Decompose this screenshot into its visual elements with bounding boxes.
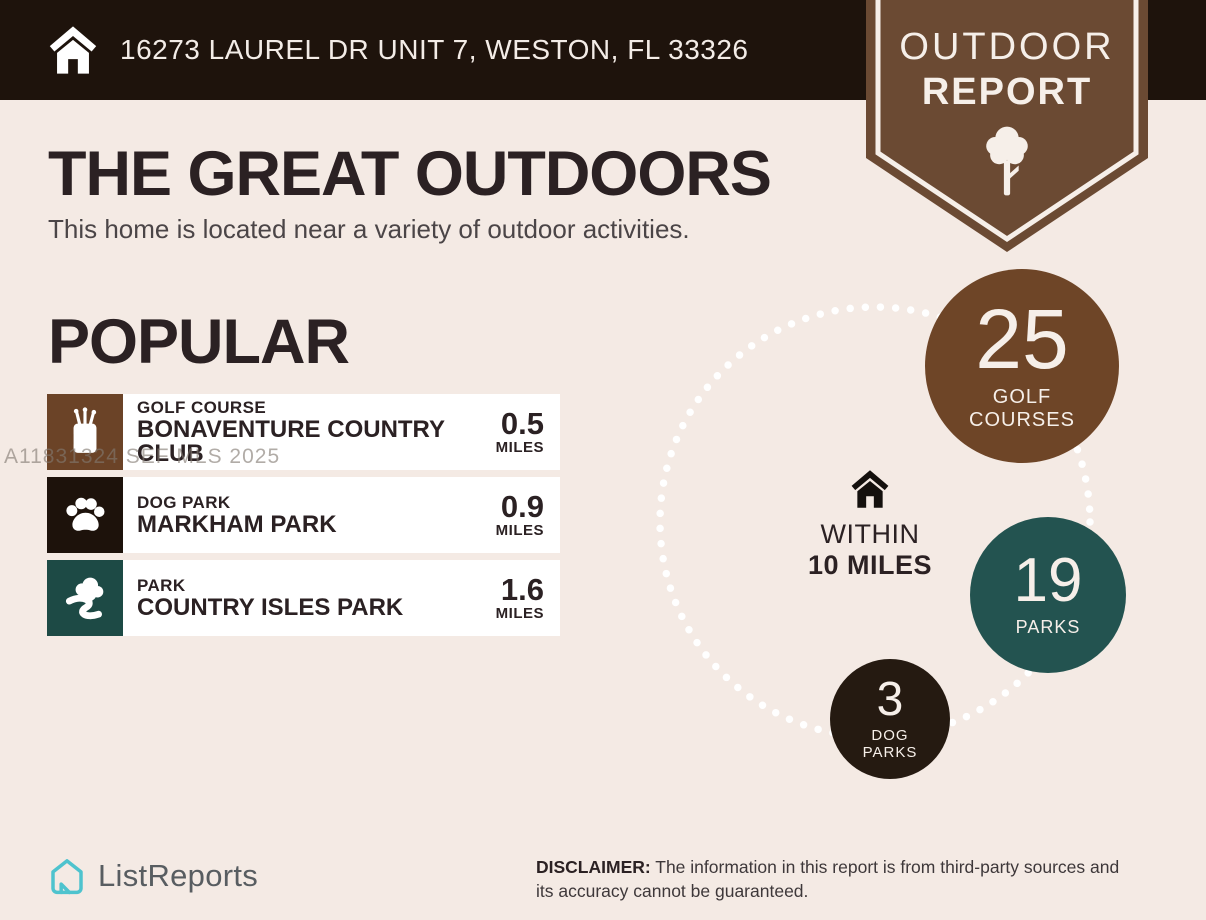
ribbon-pennant-shape [866,0,1148,252]
stat-bubble-parks: 19 PARKS [970,517,1126,673]
radius-center-label: WITHIN 10 MILES [795,466,945,581]
golf-bag-icon [47,394,123,470]
disclaimer-body: The information in this report is from t… [536,857,1120,901]
list-item-dog-park: DOG PARK MARKHAM PARK 0.9 MILES [47,477,560,553]
item-name: MARKHAM PARK [137,510,337,538]
listreports-logo: ListReports [46,855,258,897]
item-name: BONAVENTURE COUNTRY CLUB [137,415,445,467]
property-address: 16273 LAUREL DR UNIT 7, WESTON, FL 33326 [120,34,749,65]
ribbon-title-line1: OUTDOOR [899,26,1115,68]
list-item-card: DOG PARK MARKHAM PARK 0.9 MILES [123,477,560,553]
item-category: DOG PARK [137,492,231,512]
park-icon [47,560,123,636]
page-title: THE GREAT OUTDOORS [48,139,772,209]
item-category: PARK [137,575,186,595]
list-item-card: GOLF COURSE BONAVENTURE COUNTRY CLUB 0.5… [123,394,560,470]
outdoor-report-ribbon: OUTDOOR REPORT [866,0,1148,252]
listreports-wordmark: ListReports [98,858,259,893]
home-icon [49,26,97,74]
disclaimer-text: DISCLAIMER: The information in this repo… [536,856,1121,903]
stat-bubble-dog-parks: 3 DOG PARKS [830,659,950,779]
stat-label: DOG PARKS [862,726,918,761]
home-icon [851,470,889,508]
list-item-park: PARK COUNTRY ISLES PARK 1.6 MILES [47,560,560,636]
ribbon-title-line2: REPORT [921,71,1093,113]
within-label: WITHIN [820,519,920,549]
stat-value: 3 [876,672,904,726]
list-item-golf-course: GOLF COURSE BONAVENTURE COUNTRY CLUB 0.5… [47,394,560,470]
stat-value: 19 [1013,546,1083,616]
list-item-card: PARK COUNTRY ISLES PARK 1.6 MILES [123,560,560,636]
item-category: GOLF COURSE [137,397,267,417]
stat-bubble-golf-courses: 25 GOLF COURSES [925,269,1119,463]
item-distance: 1.6 [500,572,544,607]
item-distance: 0.9 [500,489,544,524]
page-subtitle: This home is located near a variety of o… [48,214,690,244]
item-distance-unit: MILES [495,605,544,622]
disclaimer-label: DISCLAIMER: [536,857,651,877]
paw-icon [47,477,123,553]
tree-icon [986,126,1028,196]
item-name: COUNTRY ISLES PARK [137,593,404,621]
stat-label: PARKS [1015,617,1081,638]
popular-list: GOLF COURSE BONAVENTURE COUNTRY CLUB 0.5… [47,394,560,643]
stat-value: 25 [975,292,1069,387]
item-distance-unit: MILES [495,522,544,539]
mls-watermark: A11831324 SEF MLS 2025 [4,445,281,468]
stat-label: GOLF COURSES [969,385,1075,431]
listreports-house-icon [51,859,83,895]
item-distance-unit: MILES [495,439,544,456]
item-distance: 0.5 [500,406,544,441]
radius-value: 10 MILES [807,550,933,580]
popular-heading: POPULAR [48,307,350,377]
